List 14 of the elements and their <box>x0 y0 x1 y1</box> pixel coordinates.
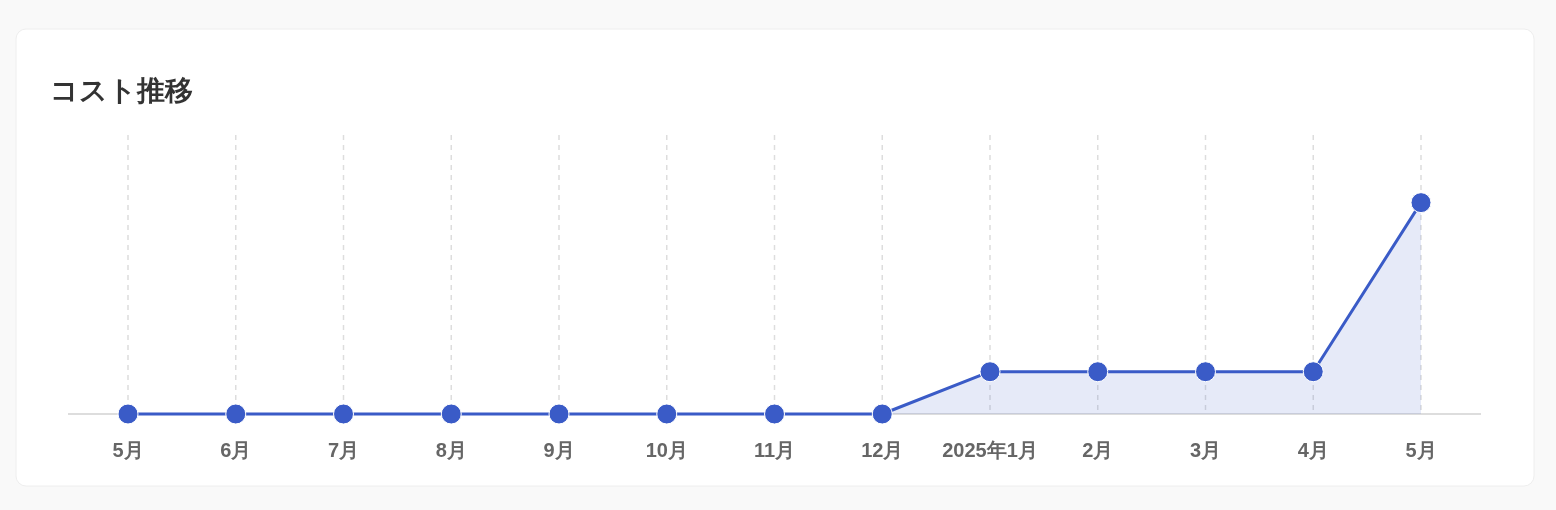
xtick: 5月 <box>112 439 144 461</box>
xtick: 7月 <box>327 439 360 461</box>
xtick: 11月 <box>753 439 796 461</box>
xtick: 3月 <box>1189 439 1222 461</box>
xtick: 2月 <box>1082 439 1114 461</box>
xtick: 12月 <box>861 439 904 461</box>
xtick: 2025年1月 <box>942 439 1038 461</box>
xtick: 6月 <box>220 439 252 461</box>
xtick: 4月 <box>1297 439 1329 461</box>
xtick: 9月 <box>543 439 575 461</box>
xtick: 8月 <box>435 439 467 461</box>
title: コスト推移 <box>50 75 193 106</box>
xtick: 5月 <box>1405 439 1437 461</box>
xtick: 10月 <box>645 439 688 461</box>
